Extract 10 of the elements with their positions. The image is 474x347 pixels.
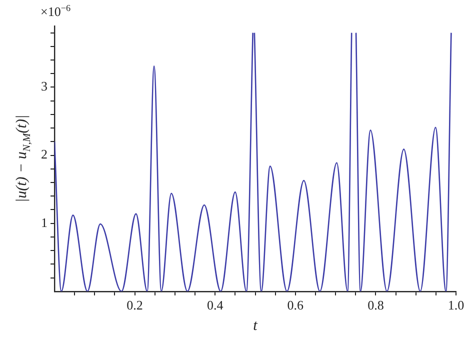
x-tick-label: 0.6 xyxy=(287,298,304,313)
y-tick-label: 3 xyxy=(41,78,48,94)
x-axis-title: t xyxy=(253,318,258,334)
x-tick-label: 0.2 xyxy=(126,298,143,313)
x-tick-label: 0.4 xyxy=(206,298,224,313)
x-tick-label: 1.0 xyxy=(448,298,464,313)
y-tick-label: 2 xyxy=(41,146,48,162)
y-axis-title: |u(t) − uN,M(t)| xyxy=(14,114,33,202)
y-tick-label: 1 xyxy=(41,214,48,230)
x-tick-label: 0.8 xyxy=(368,298,384,313)
